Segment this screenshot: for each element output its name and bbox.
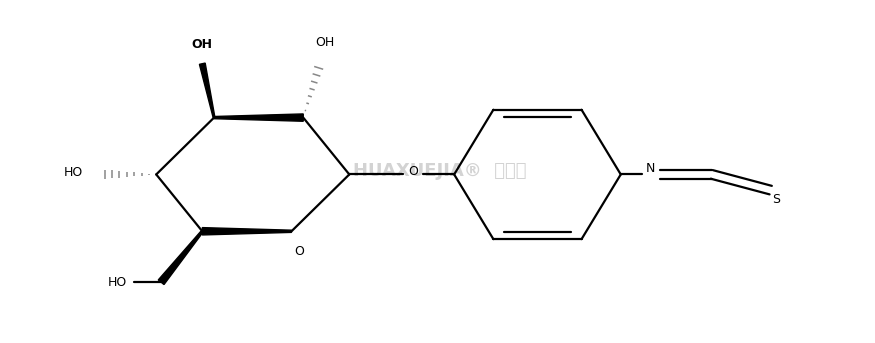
- Text: N: N: [646, 162, 654, 175]
- Text: S: S: [773, 193, 780, 206]
- Text: HUAXUEJIA®  化学加: HUAXUEJIA® 化学加: [353, 163, 526, 180]
- Polygon shape: [202, 228, 291, 235]
- Polygon shape: [158, 230, 203, 285]
- Text: O: O: [408, 165, 418, 178]
- Text: OH: OH: [192, 38, 213, 51]
- Text: O: O: [294, 245, 304, 258]
- Polygon shape: [200, 63, 215, 118]
- Text: HO: HO: [108, 276, 127, 289]
- Text: OH: OH: [315, 36, 334, 49]
- Polygon shape: [214, 114, 304, 121]
- Text: HO: HO: [64, 166, 83, 179]
